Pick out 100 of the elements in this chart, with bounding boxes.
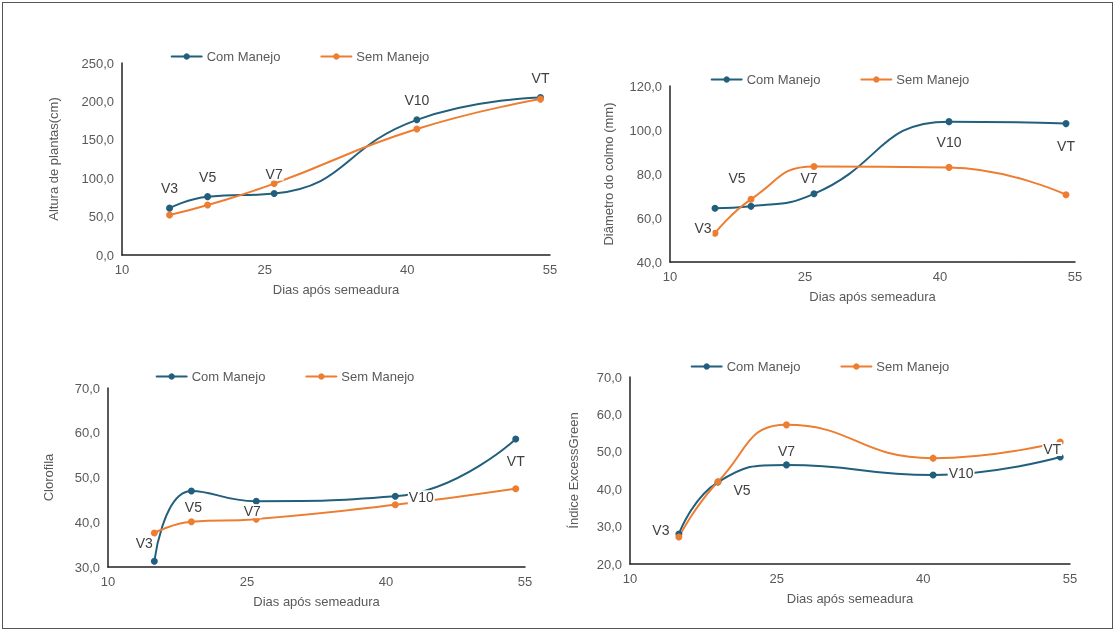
point [747, 202, 755, 210]
x-tick-label: 10 [622, 571, 638, 586]
x-axis-title: Dias após semeadura [272, 282, 400, 297]
legend-label: Sem Manejo [356, 49, 430, 64]
point [187, 487, 195, 495]
legend-label: Sem Manejo [876, 359, 950, 374]
annotation: V3 [652, 522, 670, 539]
point [270, 180, 278, 188]
y-tick-label: 60,0 [74, 425, 100, 441]
point [945, 163, 953, 171]
y-tick-label: 40,0 [596, 481, 622, 497]
y-tick-label: 60,0 [596, 406, 622, 422]
point [945, 118, 953, 126]
x-tick-label: 55 [517, 574, 533, 589]
point [782, 461, 790, 469]
point [512, 485, 520, 493]
y-tick-label: 40,0 [636, 254, 662, 270]
y-tick-label: 70,0 [596, 369, 622, 385]
y-tick-label: 200,0 [81, 93, 114, 109]
y-tick-label: 120,0 [629, 78, 662, 94]
x-tick-label: 55 [1062, 571, 1078, 586]
y-axis-title: Diâmetro do colmo (mm) [601, 102, 616, 246]
y-tick-label: 30,0 [596, 519, 622, 535]
legend-label: Com Manejo [746, 72, 821, 87]
y-tick-label: 100,0 [629, 122, 662, 138]
x-tick-label: 10 [662, 269, 678, 284]
annotation: VT [531, 69, 550, 86]
annotation: VT [1057, 137, 1076, 154]
point [187, 518, 195, 526]
point [512, 435, 520, 443]
x-tick-label: 25 [769, 571, 784, 586]
y-tick-label: 40,0 [74, 514, 100, 530]
point [810, 163, 818, 171]
point [711, 204, 719, 212]
y-tick-label: 250,0 [81, 55, 114, 71]
point [391, 492, 399, 500]
point [150, 557, 158, 565]
x-tick-label: 40 [378, 574, 394, 589]
annotation: V3 [160, 180, 179, 197]
annotation: V7 [800, 169, 818, 186]
x-axis-title: Dias após semeadura [809, 289, 937, 304]
x-tick-label: 55 [542, 262, 558, 277]
point [204, 193, 212, 201]
x-tick-label: 25 [239, 574, 255, 589]
point [166, 211, 174, 219]
y-tick-label: 50,0 [88, 209, 114, 225]
point [413, 116, 421, 124]
x-tick-label: 40 [400, 262, 415, 277]
x-tick-label: 40 [916, 571, 931, 586]
annotation: V7 [777, 442, 796, 459]
annotation: V5 [199, 168, 217, 185]
annotation: V10 [936, 133, 962, 150]
point [782, 421, 790, 429]
y-tick-label: 0,0 [95, 247, 114, 263]
point [1062, 191, 1070, 199]
point [270, 190, 278, 198]
legend-label: Sem Manejo [341, 369, 415, 384]
y-tick-label: 70,0 [74, 380, 100, 396]
annotation: V7 [243, 503, 262, 520]
x-tick-label: 40 [932, 269, 948, 284]
y-tick-label: 50,0 [74, 470, 100, 485]
point [810, 190, 818, 198]
annotation: V3 [135, 535, 154, 552]
point [929, 454, 937, 462]
y-tick-label: 100,0 [81, 170, 114, 186]
legend-label: Com Manejo [726, 359, 801, 374]
legend-label: Sem Manejo [896, 72, 970, 87]
annotation: V7 [265, 165, 283, 182]
annotation: VT [1043, 441, 1062, 458]
point [391, 501, 399, 509]
point [252, 497, 260, 505]
legend-label: Com Manejo [206, 49, 281, 64]
point [166, 204, 174, 212]
annotation: V10 [404, 91, 430, 108]
annotation: V10 [408, 489, 434, 506]
y-axis-title: Índice ExcessGreen [566, 412, 581, 529]
point [747, 195, 755, 203]
annotation: VT [506, 453, 526, 470]
annotation: V10 [948, 464, 974, 481]
x-tick-label: 55 [1067, 269, 1083, 284]
annotation: V5 [728, 170, 746, 187]
annotation: V5 [733, 482, 751, 499]
x-tick-label: 25 [257, 262, 272, 277]
y-tick-label: 50,0 [596, 444, 622, 460]
y-tick-label: 60,0 [636, 210, 662, 226]
y-tick-label: 150,0 [81, 132, 114, 148]
x-axis-title: Dias após semeadura [253, 594, 381, 609]
point [413, 125, 421, 133]
annotation: V5 [184, 498, 203, 515]
y-tick-label: 30,0 [74, 559, 100, 575]
annotation: V3 [694, 220, 712, 237]
point [204, 201, 212, 209]
y-axis-title: Clorofila [41, 452, 56, 502]
y-tick-label: 80,0 [636, 166, 662, 182]
x-tick-label: 10 [100, 574, 116, 589]
y-tick-label: 20,0 [596, 556, 622, 572]
x-tick-label: 10 [114, 262, 130, 277]
point [150, 529, 158, 537]
x-axis-title: Dias após semeadura [786, 591, 914, 606]
x-tick-label: 25 [797, 269, 813, 284]
